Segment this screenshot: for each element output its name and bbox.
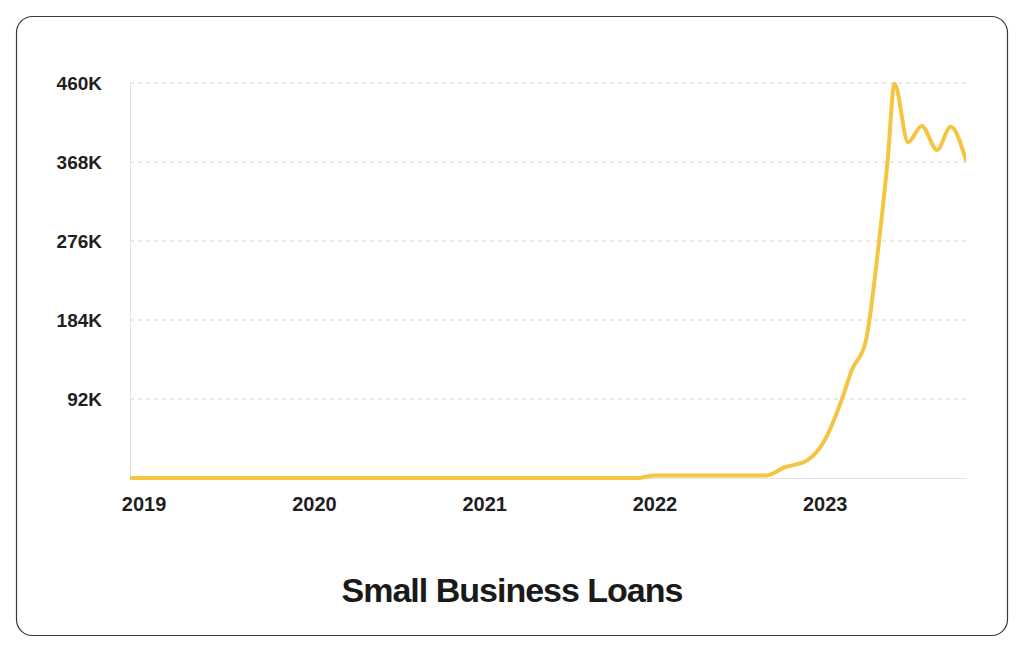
grid-line [130, 83, 966, 84]
y-tick-label: 184K [57, 310, 103, 331]
y-tick-label: 368K [57, 152, 103, 173]
y-tick: 460K [57, 73, 130, 94]
grid-line [130, 320, 966, 321]
data-line [130, 84, 966, 478]
x-tick-label: 2020 [292, 493, 337, 515]
chart-canvas: 92K 184K 276K 368K 460K 2019 2020 2021 2022 2023 S… [0, 0, 1024, 652]
x-tick: 2022 [633, 478, 678, 515]
x-tick-label: 2021 [462, 493, 507, 515]
y-axis-line [130, 84, 131, 479]
plot-area [130, 84, 966, 478]
grid [130, 83, 966, 399]
x-tick: 2023 [803, 478, 848, 515]
grid-line [130, 241, 966, 242]
x-tick-label: 2019 [122, 493, 167, 515]
x-tick: 2020 [292, 478, 337, 515]
x-tick-label: 2022 [633, 493, 678, 515]
y-tick: 92K [67, 389, 130, 410]
y-tick-label: 276K [57, 231, 103, 252]
chart-title: Small Business Loans [342, 571, 683, 609]
x-axis: 2019 2020 2021 2022 2023 [122, 478, 967, 515]
y-axis: 92K 184K 276K 368K 460K [57, 73, 131, 479]
x-tick-label: 2023 [803, 493, 848, 515]
y-tick-label: 92K [67, 389, 102, 410]
y-tick: 276K [57, 231, 130, 252]
y-tick-label: 460K [57, 73, 103, 94]
x-tick: 2019 [122, 478, 167, 515]
x-tick: 2021 [462, 478, 507, 515]
y-tick: 184K [57, 310, 130, 331]
y-tick: 368K [57, 152, 130, 173]
card-frame [17, 17, 1008, 636]
grid-line [130, 162, 966, 163]
